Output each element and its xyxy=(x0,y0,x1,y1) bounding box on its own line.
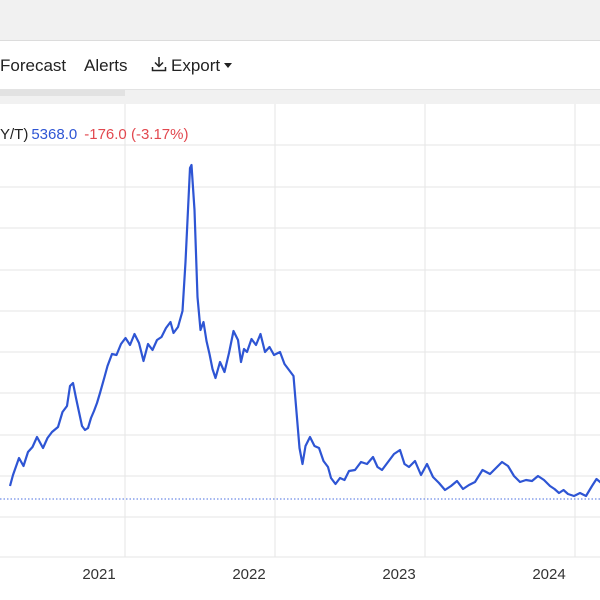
legend-value: 5368.0 xyxy=(31,126,78,143)
export-label: Export xyxy=(171,56,221,75)
chart-grid xyxy=(0,104,600,558)
legend-change-value: -176.0 xyxy=(84,126,127,143)
series-line xyxy=(8,163,600,498)
x-tick-label: 2024 xyxy=(532,566,565,583)
download-icon xyxy=(150,43,168,92)
chart-legend: Y/T) 5368.0 -176.0 (-3.17%) xyxy=(0,126,188,143)
x-tick-label: 2021 xyxy=(82,566,115,583)
caret-down-icon xyxy=(224,63,233,68)
x-tick-label: 2023 xyxy=(382,566,415,583)
alerts-button[interactable]: Alerts xyxy=(84,56,128,75)
chart-panel: 2021 2022 2023 2024 xyxy=(0,104,600,600)
top-strip xyxy=(0,0,600,40)
panel-gap xyxy=(0,90,600,104)
line-chart: 2021 2022 2023 2024 xyxy=(0,104,600,583)
x-tick-label: 2022 xyxy=(232,566,265,583)
export-button[interactable]: Export xyxy=(150,41,233,92)
legend-label: Y/T) xyxy=(0,126,29,143)
tab-shadow xyxy=(0,90,125,96)
legend-change-pct: (-3.17%) xyxy=(130,126,189,143)
legend-change: -176.0 (-3.17%) xyxy=(84,126,188,143)
toolbar: Forecast Alerts Export xyxy=(0,40,600,90)
x-axis-ticks: 2021 2022 2023 2024 xyxy=(82,566,565,583)
forecast-button[interactable]: Forecast xyxy=(0,56,67,75)
